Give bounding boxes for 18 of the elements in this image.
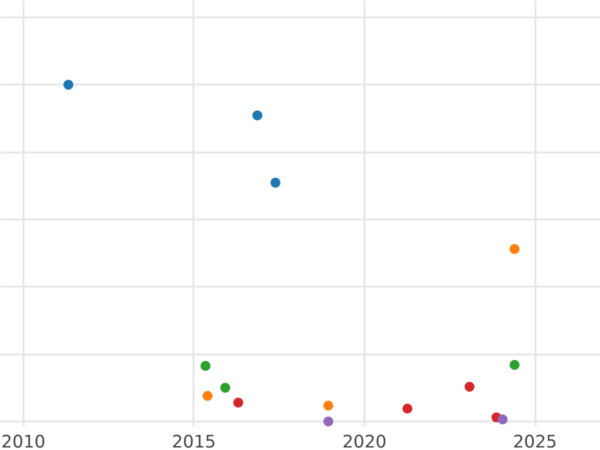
point (233, 398, 244, 408)
point (270, 178, 280, 188)
point (510, 244, 520, 254)
point (464, 382, 475, 392)
point (498, 414, 508, 424)
x-tick-label: 2015 (172, 432, 216, 450)
x-tick-label: 2025 (512, 432, 558, 450)
point (220, 382, 230, 393)
point (402, 404, 412, 414)
point (323, 400, 334, 411)
point (323, 416, 334, 426)
x-tick-label: 2010 (1, 432, 46, 450)
point (510, 360, 520, 370)
point (63, 80, 74, 90)
point (202, 390, 213, 401)
point (200, 360, 211, 371)
x-tick-label: 2020 (342, 432, 387, 450)
point (252, 110, 262, 120)
